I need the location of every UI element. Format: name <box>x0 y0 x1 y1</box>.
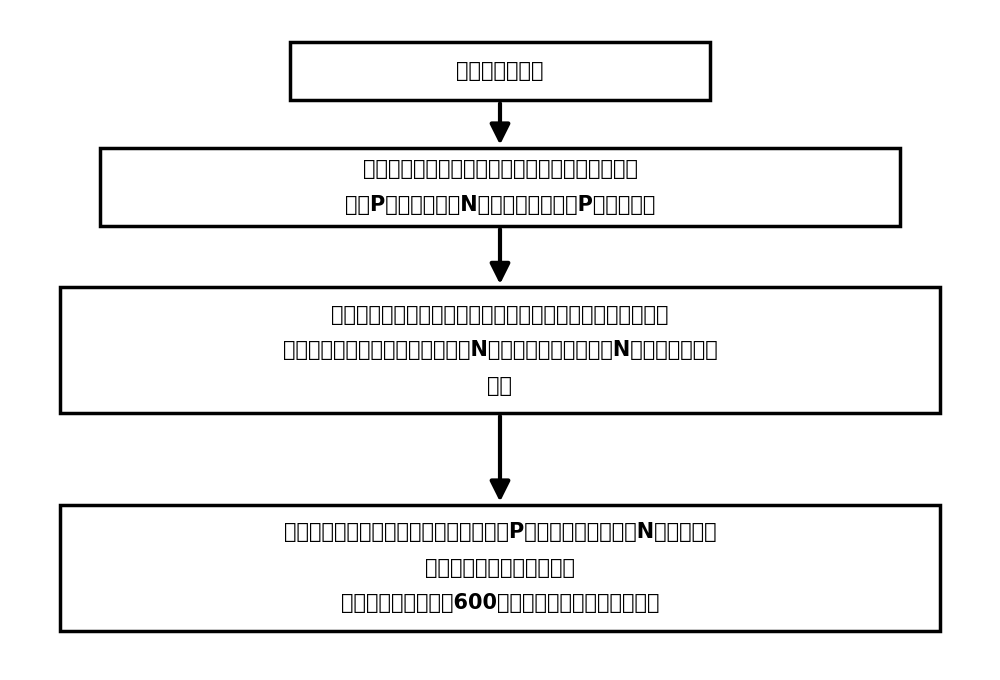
Text: 上制备一层二氧化硅绝缘层: 上制备一层二氧化硅绝缘层 <box>425 558 575 578</box>
Text: 采用等离子体增强化学气象沉积法在第二P型重掺杂区和碳化硅N型轻掺杂区: 采用等离子体增强化学气象沉积法在第二P型重掺杂区和碳化硅N型轻掺杂区 <box>284 522 716 543</box>
Text: 触层: 触层 <box>488 375 512 396</box>
Text: 采用垂直热壁化学气相沉积法生长N型重掺杂源极接触层和N型重掺杂漏极接: 采用垂直热壁化学气相沉积法生长N型重掺杂源极接触层和N型重掺杂漏极接 <box>283 340 717 360</box>
Text: 第一P型重掺杂区、N型轻掺杂区、第二P型重掺杂区: 第一P型重掺杂区、N型轻掺杂区、第二P型重掺杂区 <box>345 194 655 215</box>
Bar <box>100 148 900 226</box>
Text: 利用溅射、蒸镀和后续刻蚀连续沉积方式形成栅极欧姆接触层: 利用溅射、蒸镀和后续刻蚀连续沉积方式形成栅极欧姆接触层 <box>331 305 669 325</box>
Text: 提供碳化硅衬底: 提供碳化硅衬底 <box>456 61 544 82</box>
Bar <box>290 42 710 100</box>
Text: 在所述碳化硅衬底上自上而下形成碳化硅外延层、: 在所述碳化硅衬底上自上而下形成碳化硅外延层、 <box>362 159 638 180</box>
Bar <box>60 288 940 413</box>
Text: 使用剥离脱离工艺在600摄氏度烧结形成三个接触电极: 使用剥离脱离工艺在600摄氏度烧结形成三个接触电极 <box>341 593 659 613</box>
Bar <box>60 505 940 631</box>
